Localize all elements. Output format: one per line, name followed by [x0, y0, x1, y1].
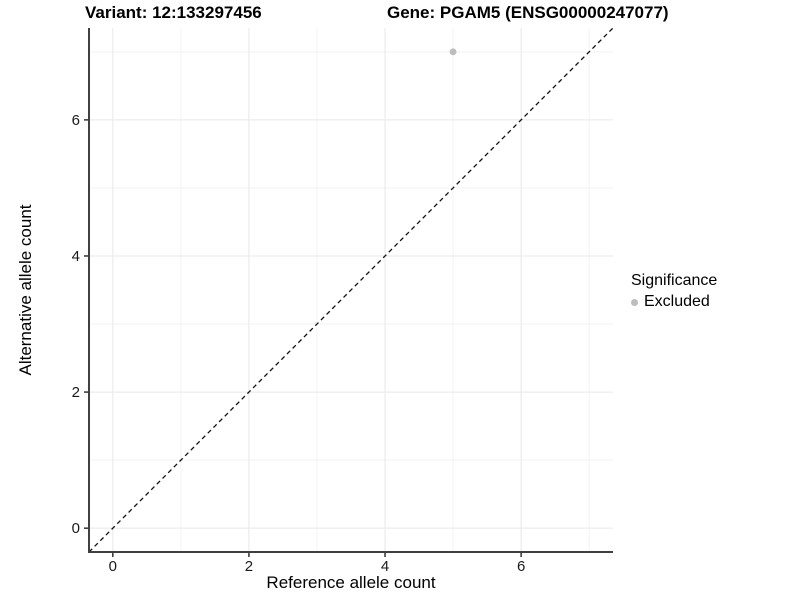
- gene-title: Gene: PGAM5 (ENSG00000247077): [387, 3, 669, 22]
- legend-item-label: Excluded: [644, 293, 710, 310]
- y-axis-title: Alternative allele count: [16, 204, 35, 376]
- data-point: [449, 48, 457, 56]
- x-tick-label: 0: [109, 558, 117, 575]
- legend-item-excluded: Excluded: [631, 293, 717, 311]
- x-axis-title: Reference allele count: [266, 573, 436, 592]
- y-tick-label: 4: [72, 248, 80, 265]
- legend-point-icon: [631, 298, 638, 306]
- y-tick-label: 6: [72, 112, 80, 129]
- x-tick-label: 2: [245, 558, 253, 575]
- variant-title: Variant: 12:133297456: [85, 3, 262, 22]
- y-tick-label: 0: [72, 520, 80, 537]
- x-tick-label: 6: [517, 558, 525, 575]
- identity-line: [88, 27, 614, 553]
- legend: Significance Excluded: [631, 272, 717, 311]
- legend-title: Significance: [631, 272, 718, 289]
- y-tick-label: 2: [72, 384, 80, 401]
- x-tick-label: 4: [381, 558, 389, 575]
